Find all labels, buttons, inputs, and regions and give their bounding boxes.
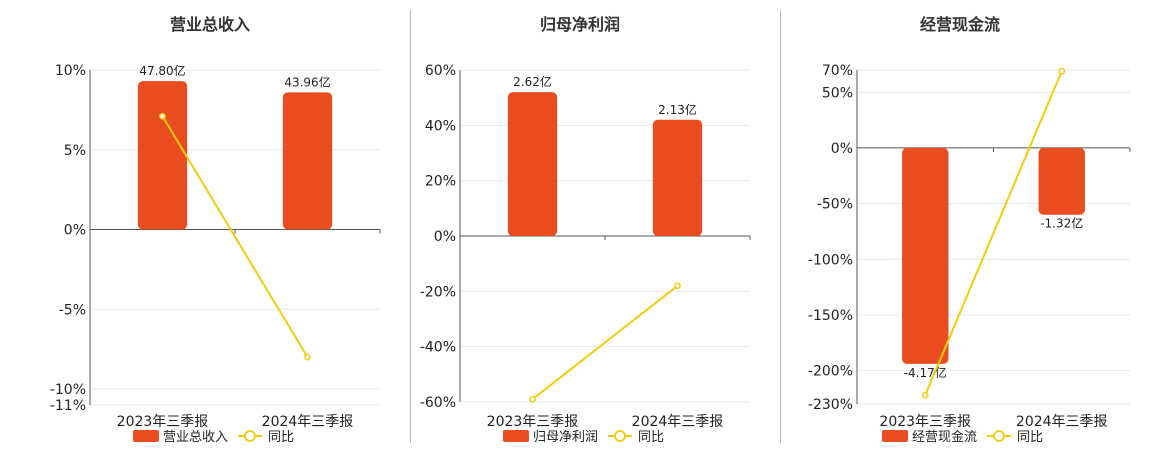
- y-tick-label: 10%: [55, 63, 86, 79]
- x-tick-label: 2024年三季报: [632, 414, 724, 430]
- y-tick-label: -100%: [808, 252, 853, 268]
- x-tick-label: 2023年三季报: [879, 414, 971, 430]
- y-tick-label: 70%: [822, 63, 853, 79]
- line-series: [924, 70, 1063, 396]
- y-tick-label: 20%: [425, 174, 456, 190]
- y-tick-label: -10%: [50, 382, 86, 398]
- y-tick-label: -200%: [808, 364, 853, 380]
- bar: [1038, 147, 1085, 215]
- y-tick-label: -150%: [808, 308, 853, 324]
- chart-title: 归母净利润: [540, 15, 620, 34]
- legend-bar-swatch: [503, 430, 529, 442]
- legend-line-marker: [993, 430, 1005, 442]
- bar: [507, 92, 558, 236]
- line-point: [304, 353, 311, 361]
- y-tick-label: -50%: [817, 197, 853, 213]
- bar-data-label: 2.62亿: [513, 74, 552, 89]
- legend-line-label: 同比: [268, 430, 294, 445]
- y-tick-label: -40%: [420, 340, 456, 356]
- line-series: [161, 115, 309, 358]
- bar: [137, 81, 188, 230]
- legend-bar-label: 营业总收入: [163, 430, 228, 445]
- legend-bar-label: 归母净利润: [533, 430, 598, 445]
- x-tick-label: 2023年三季报: [487, 414, 579, 430]
- line-point: [529, 395, 536, 403]
- y-tick-label: 0%: [434, 229, 456, 245]
- y-tick-label: -230%: [808, 397, 853, 413]
- y-tick-label: 0%: [64, 223, 86, 239]
- y-tick-label: 0%: [831, 141, 853, 157]
- y-tick-label: -5%: [59, 302, 86, 318]
- y-tick-label: 50%: [822, 85, 853, 101]
- line-point: [1058, 67, 1066, 75]
- bar: [652, 119, 703, 236]
- chart-title: 经营现金流: [920, 15, 1000, 34]
- legend-bar-label: 经营现金流: [912, 429, 977, 445]
- bar-data-label: 43.96亿: [284, 74, 330, 89]
- line-point: [921, 391, 929, 399]
- x-tick-label: 2023年三季报: [117, 414, 209, 430]
- legend-bar-swatch: [133, 430, 159, 442]
- x-tick-label: 2024年三季报: [262, 414, 354, 430]
- bar-data-label: -4.17亿: [904, 365, 947, 380]
- y-tick-label: 40%: [425, 118, 456, 134]
- line-point: [674, 282, 681, 290]
- line-point: [159, 112, 166, 120]
- y-tick-label: -60%: [420, 395, 456, 411]
- x-tick-label: 2024年三季报: [1016, 414, 1108, 430]
- legend-line-marker: [244, 430, 256, 442]
- bar-data-label: 2.13亿: [658, 102, 697, 117]
- legend-line-label: 同比: [1017, 430, 1043, 445]
- bar-data-label: 47.80亿: [139, 63, 185, 78]
- bar-data-label: -1.32亿: [1040, 216, 1083, 231]
- legend-line-label: 同比: [638, 430, 664, 445]
- y-tick-label: 5%: [64, 143, 86, 159]
- y-tick-label: -20%: [420, 284, 456, 300]
- bar: [282, 92, 333, 230]
- legend-line-marker: [614, 430, 626, 442]
- chart-title: 营业总收入: [170, 15, 250, 34]
- bar: [902, 147, 949, 364]
- line-series: [531, 285, 679, 401]
- legend-bar-swatch: [882, 430, 908, 442]
- y-tick-label: 60%: [425, 63, 456, 79]
- y-tick-label: -11%: [50, 398, 86, 414]
